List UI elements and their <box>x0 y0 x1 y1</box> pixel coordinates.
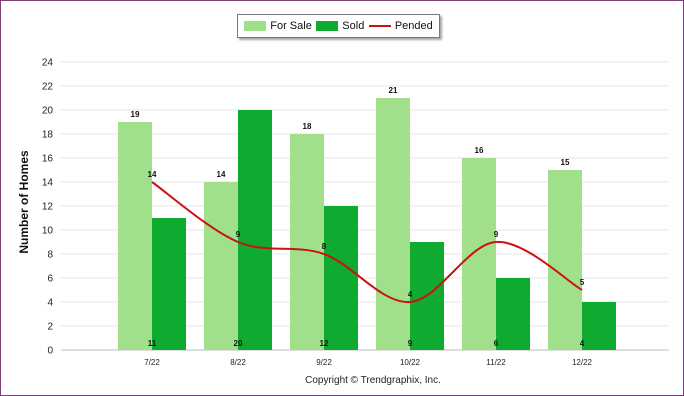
data-label-for-sale: 14 <box>217 170 226 179</box>
bar-for-sale <box>376 98 410 350</box>
data-label-sold: 6 <box>494 339 499 348</box>
data-label-pended: 8 <box>322 242 327 251</box>
legend-swatch-for-sale <box>244 21 267 31</box>
bar-for-sale <box>118 122 152 350</box>
copyright-text: Copyright © Trendgraphix, Inc. <box>305 375 441 386</box>
y-tick-label: 8 <box>47 250 53 261</box>
line-pended <box>151 181 583 304</box>
data-label-sold: 4 <box>580 339 585 348</box>
y-tick-label: 24 <box>42 58 54 69</box>
bar-sold <box>152 218 186 350</box>
y-tick-label: 12 <box>42 202 54 213</box>
data-label-for-sale: 16 <box>475 146 484 155</box>
x-tick-label: 8/22 <box>230 358 246 367</box>
y-tick-label: 10 <box>42 226 54 237</box>
bar-sold <box>496 278 530 350</box>
bar-for-sale <box>462 158 496 350</box>
bar-sold <box>238 110 272 350</box>
y-tick-label: 22 <box>42 82 54 93</box>
data-label-pended: 9 <box>494 230 499 239</box>
legend-item-sold: Sold <box>316 20 364 32</box>
data-label-for-sale: 15 <box>561 158 570 167</box>
y-tick-label: 18 <box>42 130 54 141</box>
data-label-pended: 4 <box>408 290 413 299</box>
legend-item-for-sale: For Sale <box>244 20 312 32</box>
x-tick-label: 10/22 <box>400 358 421 367</box>
data-label-for-sale: 21 <box>389 86 398 95</box>
data-label-for-sale: 19 <box>131 110 140 119</box>
data-label-pended: 9 <box>236 230 241 239</box>
y-tick-label: 4 <box>47 298 53 309</box>
y-tick-label: 0 <box>47 346 53 357</box>
data-label-sold: 9 <box>408 339 413 348</box>
data-label-for-sale: 18 <box>303 122 312 131</box>
x-tick-label: 12/22 <box>572 358 593 367</box>
legend-swatch-pended <box>368 25 391 27</box>
y-tick-label: 6 <box>47 274 53 285</box>
y-axis-label: Number of Homes <box>17 150 31 254</box>
data-label-pended: 5 <box>580 278 585 287</box>
x-tick-label: 7/22 <box>144 358 160 367</box>
data-label-sold: 11 <box>148 339 157 348</box>
legend-label-for-sale: For Sale <box>270 20 312 32</box>
y-tick-label: 2 <box>47 322 53 333</box>
x-tick-label: 11/22 <box>486 358 506 367</box>
legend-label-pended: Pended <box>394 20 433 32</box>
legend-swatch-sold <box>316 21 339 31</box>
x-tick-label: 9/22 <box>316 358 332 367</box>
y-tick-label: 16 <box>42 154 54 165</box>
legend-label-sold: Sold <box>342 20 365 32</box>
y-tick-label: 20 <box>42 106 54 117</box>
bar-for-sale <box>290 134 324 350</box>
data-label-layer: 19 11 14 20 18 12 21 9 16 6 15 4 14 9 8 4 9 5 <box>131 86 585 348</box>
data-label-sold: 20 <box>234 339 243 348</box>
data-label-sold: 12 <box>320 339 329 348</box>
bar-sold <box>324 206 358 350</box>
data-label-pended: 14 <box>148 170 157 179</box>
line-layer <box>151 181 583 304</box>
bar-for-sale <box>204 182 238 350</box>
bar-layer <box>118 98 616 350</box>
bar-sold <box>582 302 616 350</box>
legend: For Sale Sold Pended <box>237 14 440 38</box>
legend-item-pended: Pended <box>368 20 433 32</box>
y-tick-label: 14 <box>42 178 54 189</box>
bar-for-sale <box>548 170 582 350</box>
